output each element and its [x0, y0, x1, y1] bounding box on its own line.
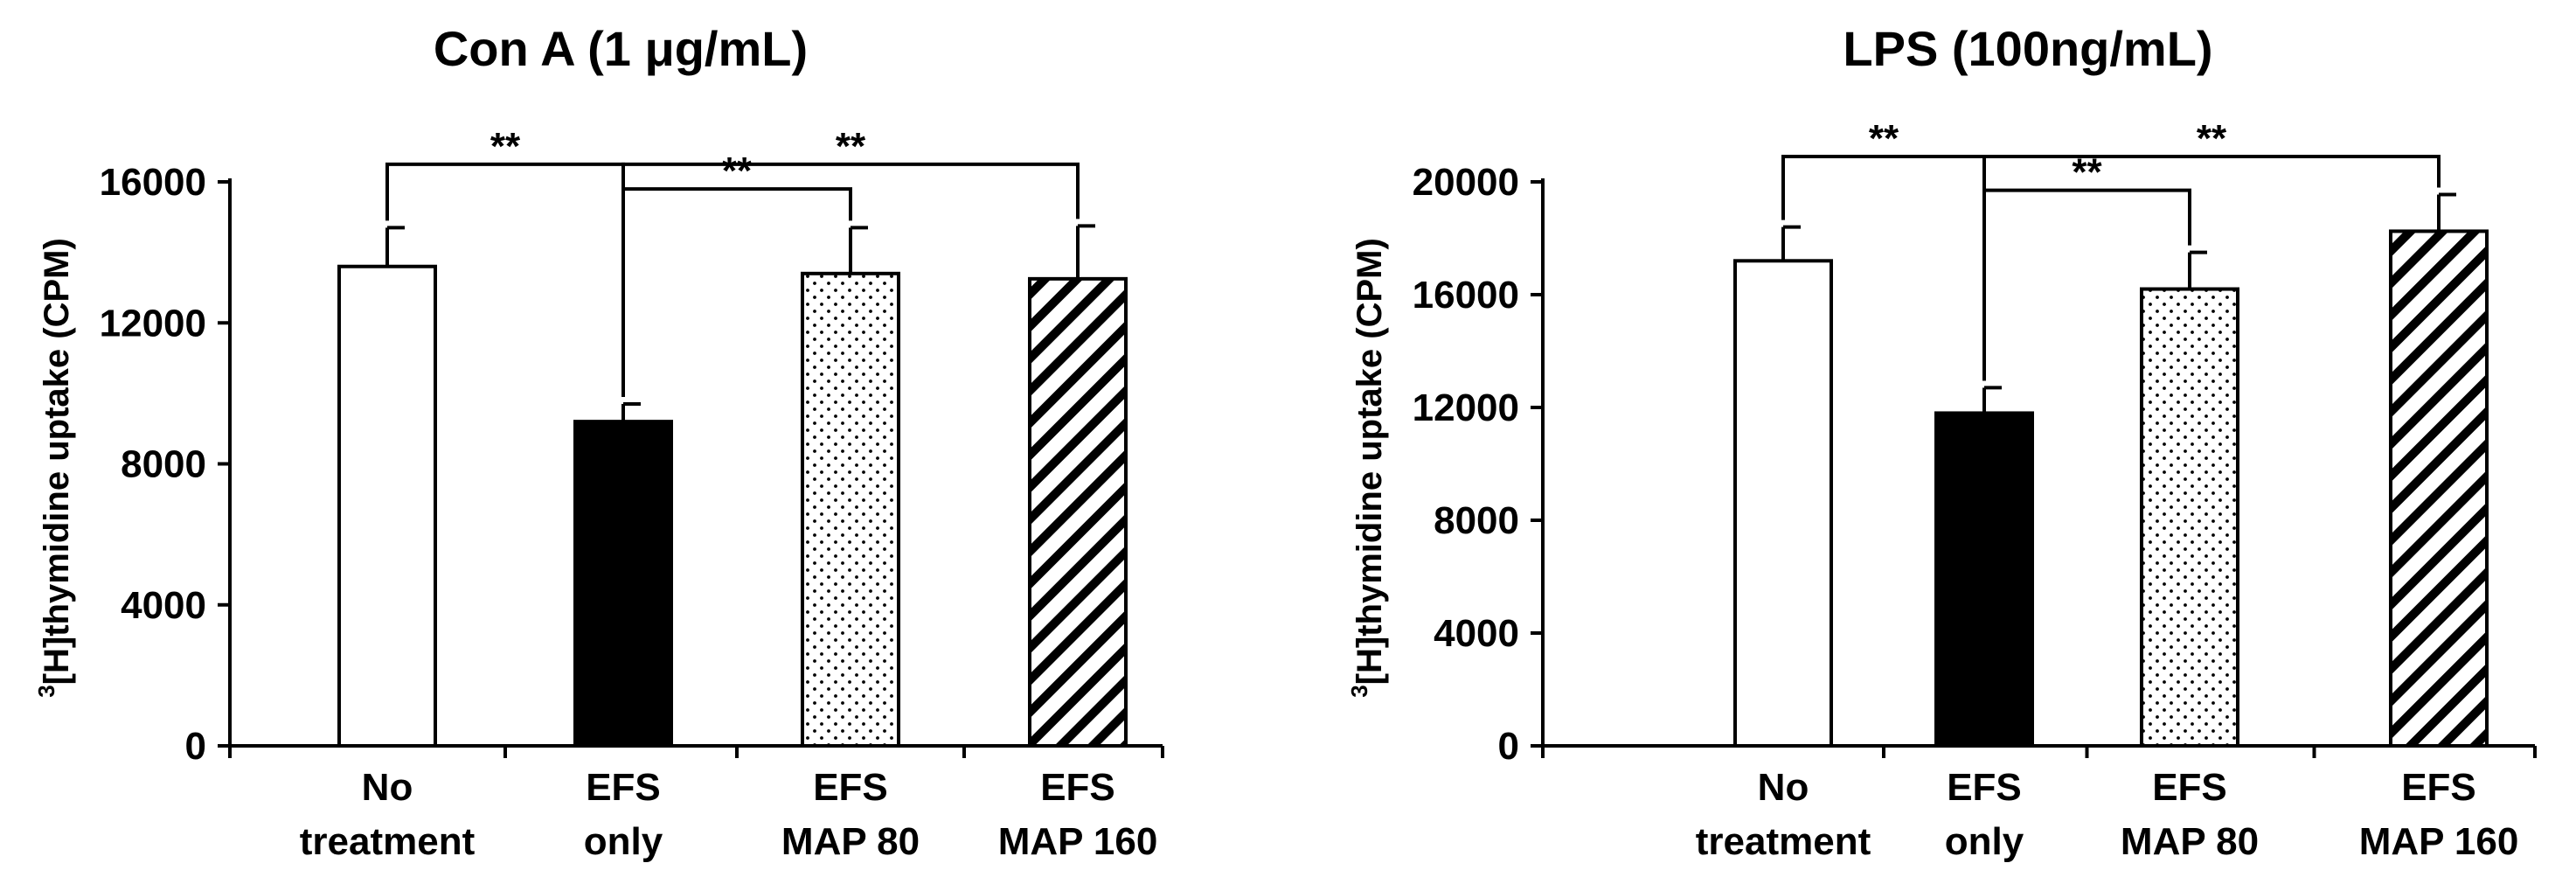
x-category-label-line2: MAP 80 — [2121, 820, 2259, 863]
significance-bracket — [1982, 154, 2441, 381]
y-tick-label: 16000 — [1413, 274, 1519, 317]
x-category-label-line2: only — [1945, 820, 2024, 863]
significance-label: ** — [490, 125, 521, 168]
x-category-label-line1: EFS — [2152, 766, 2227, 809]
chart-title: Con A (1 μg/mL) — [434, 21, 808, 76]
y-tick-label: 8000 — [121, 443, 206, 486]
y-tick-label: 0 — [1498, 725, 1519, 768]
y-tick-label: 8000 — [1434, 499, 1519, 542]
significance-label: ** — [722, 150, 753, 192]
x-category-label-line1: EFS — [813, 766, 888, 809]
x-category-label-line2: MAP 80 — [781, 820, 920, 863]
significance-bracket — [621, 162, 1080, 397]
x-category-label-line1: No — [1758, 766, 1809, 809]
y-axis-label: 3[H]thymidine uptake (CPM) — [33, 238, 76, 698]
bar — [2389, 229, 2489, 748]
y-axis-label-text: [H]thymidine uptake (CPM) — [1350, 238, 1389, 685]
x-category-label-line2: MAP 160 — [998, 820, 1158, 863]
bar — [1934, 411, 2034, 748]
bar — [337, 264, 437, 748]
y-tick-label: 16000 — [100, 161, 206, 204]
significance-label: ** — [2197, 117, 2227, 160]
y-axis-label-superscript: 3 — [1346, 685, 1372, 697]
bar — [1028, 276, 1128, 748]
y-tick-label: 4000 — [1434, 612, 1519, 655]
y-axis-label: 3[H]thymidine uptake (CPM) — [1346, 238, 1389, 698]
chart-title: LPS (100ng/mL) — [1843, 21, 2212, 76]
y-tick-label: 0 — [185, 725, 206, 768]
y-axis-label-superscript: 3 — [33, 685, 59, 697]
chart-lps: LPS (100ng/mL) 3[H]thymidine uptake (CPM… — [1346, 21, 2537, 863]
y-tick-label: 12000 — [1413, 386, 1519, 429]
bar — [1733, 259, 1833, 748]
y-axis-label-text: [H]thymidine uptake (CPM) — [38, 238, 76, 685]
x-category-label-line2: MAP 160 — [2359, 820, 2519, 863]
x-category-label-line1: EFS — [586, 766, 661, 809]
x-category-label-line1: No — [362, 766, 413, 809]
y-tick-label: 4000 — [121, 584, 206, 627]
bar — [2140, 287, 2239, 748]
bar — [801, 271, 900, 748]
x-category-label-line1: EFS — [1947, 766, 2022, 809]
y-tick-label: 20000 — [1413, 161, 1519, 204]
x-category-label-line1: EFS — [2401, 766, 2476, 809]
x-category-label-line1: EFS — [1040, 766, 1115, 809]
significance-label: ** — [836, 125, 866, 168]
x-category-label-line2: treatment — [1696, 820, 1871, 863]
chart-con-a: Con A (1 μg/mL) 3[H]thymidine uptake (CP… — [33, 21, 1164, 863]
x-category-label-line2: treatment — [300, 820, 476, 863]
x-category-label-line2: only — [584, 820, 663, 863]
significance-label: ** — [1869, 117, 1899, 160]
y-tick-label: 12000 — [100, 302, 206, 345]
bar — [573, 420, 673, 748]
